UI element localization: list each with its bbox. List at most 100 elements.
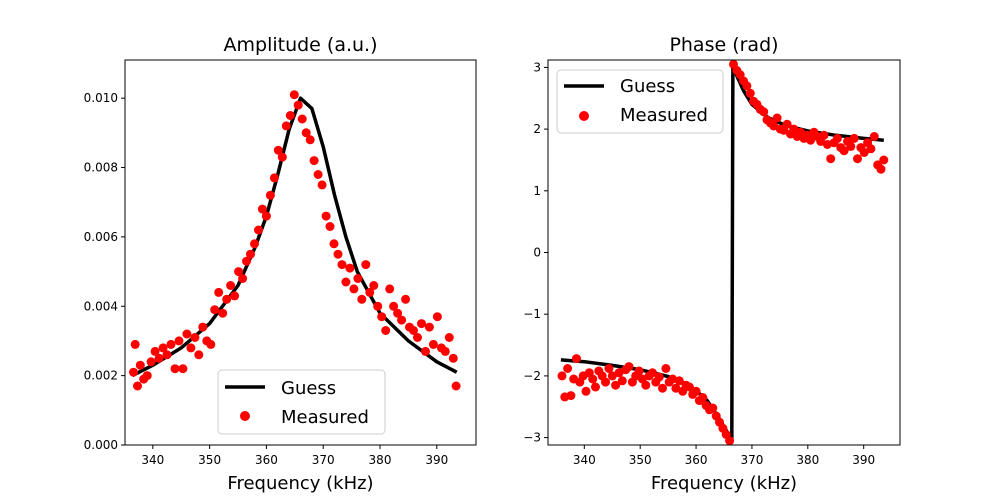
measured-point	[174, 336, 184, 346]
legend: Guess Measured	[556, 69, 724, 134]
legend: Guess Measured	[217, 369, 386, 435]
measured-point	[413, 333, 422, 342]
measured-point	[876, 164, 886, 174]
measured-point	[341, 277, 351, 287]
measured-point	[297, 114, 307, 124]
measured-point	[218, 308, 228, 318]
measured-point	[154, 353, 164, 363]
measured-point	[146, 357, 156, 367]
measured-point	[170, 364, 180, 374]
measured-point	[661, 364, 671, 373]
measured-point	[325, 222, 335, 231]
measured-point	[397, 315, 407, 325]
measured-point	[250, 239, 259, 249]
measured-point	[819, 130, 829, 140]
measured-point	[190, 333, 200, 342]
measured-point	[129, 367, 138, 377]
measured-point	[859, 148, 869, 157]
measured-point	[654, 372, 664, 382]
measured-point	[742, 81, 752, 91]
measured-point	[641, 380, 651, 390]
measured-point	[329, 239, 339, 249]
measured-point	[257, 204, 267, 214]
measured-point	[691, 386, 701, 396]
legend-guess-label: Guess	[620, 76, 675, 97]
measured-point	[879, 155, 889, 165]
measured-point	[658, 383, 667, 393]
measured-point	[222, 294, 232, 304]
measured-point	[277, 152, 287, 162]
measured-point	[448, 353, 458, 363]
x-tick-label: 350	[198, 453, 221, 467]
y-tick-label: 3	[533, 60, 541, 74]
measured-point	[369, 281, 379, 290]
measured-point	[166, 339, 176, 349]
measured-point	[293, 100, 303, 110]
measured-point	[725, 436, 735, 446]
measured-point	[321, 211, 331, 221]
measured-point	[130, 339, 140, 349]
measured-point	[393, 308, 403, 318]
measured-point	[381, 326, 391, 335]
y-tick-label: −2	[523, 369, 541, 383]
measured-point	[588, 374, 598, 384]
y-tick-label: 0.008	[84, 161, 118, 175]
measured-point	[789, 124, 799, 134]
measured-point	[269, 173, 279, 183]
measured-point	[698, 393, 708, 402]
x-tick-label: 370	[312, 453, 335, 467]
measured-point	[210, 305, 220, 315]
y-tick-label: 0.000	[84, 438, 118, 452]
measured-point	[226, 281, 236, 290]
y-tick-label: 0.002	[84, 369, 118, 383]
measured-point	[385, 284, 395, 294]
measured-point	[345, 263, 355, 273]
y-tick-label: 0	[533, 246, 541, 260]
measured-point	[162, 350, 172, 360]
legend-measured-label: Measured	[281, 407, 369, 428]
y-tick-label: 0.004	[84, 299, 118, 313]
measured-point	[261, 211, 271, 221]
measured-point	[563, 364, 573, 373]
measured-point	[869, 132, 879, 141]
measured-point	[428, 339, 438, 349]
measured-point	[353, 274, 363, 283]
measured-point	[648, 368, 657, 378]
measured-point	[265, 190, 275, 200]
measured-point	[133, 381, 142, 391]
x-tick-label: 340	[141, 453, 164, 467]
x-axis-label: Frequency (kHz)	[227, 473, 373, 494]
y-tick-label: 2	[533, 122, 541, 136]
measured-point	[846, 141, 856, 151]
measured-point	[832, 133, 842, 143]
measured-point	[607, 371, 617, 381]
y-tick-label: 0.006	[84, 230, 118, 244]
measured-point	[377, 312, 387, 322]
measured-point	[671, 383, 681, 393]
legend-measured-label: Measured	[620, 105, 708, 126]
measured-point	[611, 380, 621, 390]
y-tick-label: 0.010	[84, 91, 118, 105]
measured-point	[182, 329, 192, 339]
measured-point	[285, 111, 295, 120]
measured-point	[135, 360, 145, 370]
measured-point	[273, 145, 283, 155]
x-tick-label: 370	[740, 453, 763, 467]
measured-point	[424, 322, 434, 332]
x-tick-label: 390	[425, 453, 448, 467]
measured-point	[349, 284, 359, 294]
measured-point	[451, 381, 461, 391]
measured-point	[409, 326, 418, 335]
measured-point	[305, 135, 315, 145]
measured-point	[361, 260, 371, 270]
legend-guess-label: Guess	[281, 378, 336, 399]
measured-point	[866, 144, 876, 154]
measured-point	[401, 294, 411, 304]
x-axis-label: Frequency (kHz)	[651, 473, 797, 494]
measured-point	[313, 170, 323, 179]
measured-point	[186, 343, 196, 353]
measured-point	[317, 180, 327, 190]
measured-point	[572, 354, 581, 364]
chart-title: Amplitude (a.u.)	[224, 34, 378, 56]
